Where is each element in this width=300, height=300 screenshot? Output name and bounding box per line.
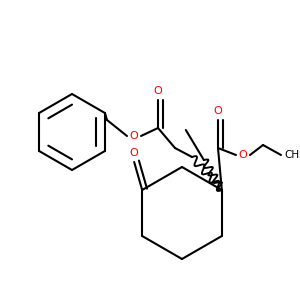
Text: O: O [238,150,247,160]
Text: O: O [130,131,138,141]
Text: CH₃: CH₃ [284,150,300,160]
Text: O: O [130,148,139,158]
Text: O: O [214,106,222,116]
Text: O: O [154,86,162,96]
